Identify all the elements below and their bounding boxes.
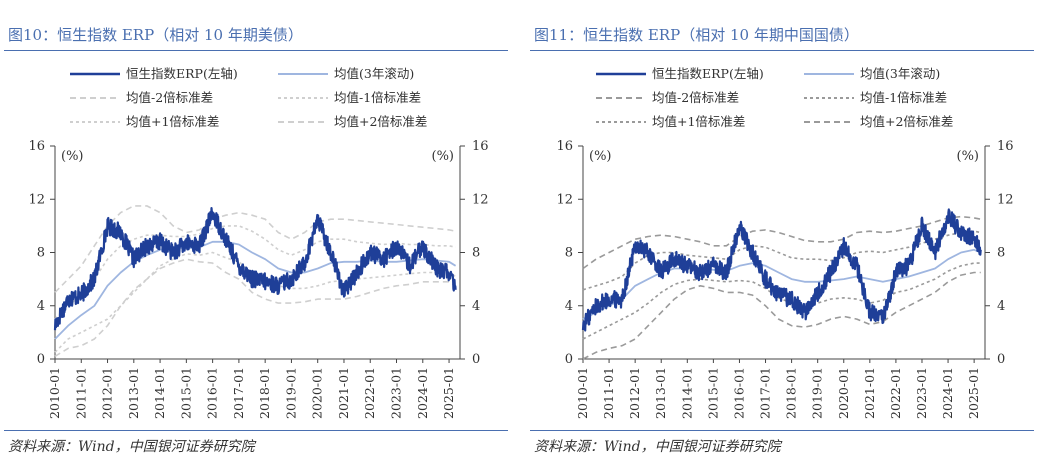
x-tick-label: 2014-01: [679, 367, 694, 419]
series-line-m1: [54, 251, 457, 353]
x-tick-label: 2023-01: [914, 367, 929, 419]
y-tick-label-right: 4: [997, 299, 1005, 314]
legend-label-m1: 均值-1倍标准差: [334, 90, 421, 105]
y-tick-label-right: 16: [997, 139, 1014, 154]
source-rule: [530, 430, 1034, 431]
y-tick-label-left: 12: [28, 192, 45, 207]
legend-label-p1: 均值+1倍标准差: [652, 114, 745, 129]
x-tick-label: 2017-01: [758, 367, 773, 419]
x-tick-label: 2015-01: [178, 367, 193, 419]
x-tick-label: 2013-01: [126, 367, 141, 419]
x-tick-label: 2011-01: [73, 367, 88, 419]
legend-label-m1: 均值-1倍标准差: [860, 90, 947, 105]
x-tick-label: 2012-01: [100, 367, 115, 419]
series-line-mean: [54, 240, 457, 340]
x-tick-label: 2024-01: [415, 367, 430, 419]
legend-label-mean: 均值(3年滚动): [334, 66, 414, 81]
chart-panel-right: 图11：恒生指数 ERP（相对 10 年期中国国债） 16 12 8 4 0 16 12 8 4…: [526, 0, 1038, 471]
x-tick-label: 2020-01: [836, 367, 851, 419]
y-tick-label-right: 0: [472, 352, 480, 367]
y-tick-label-right: 12: [997, 192, 1014, 207]
x-tick-label: 2017-01: [231, 367, 246, 419]
source-rule: [4, 430, 508, 431]
series-line-mean: [582, 248, 982, 320]
y-tick-label-left: 16: [28, 139, 45, 154]
source-note: 资料来源：Wind，中国银河证券研究院: [8, 439, 255, 455]
y-tick-label-left: 8: [565, 246, 573, 261]
chart-title: 图11：恒生指数 ERP（相对 10 年期中国国债）: [534, 26, 859, 44]
chart-title: 图10：恒生指数 ERP（相对 10 年期美债）: [8, 26, 303, 44]
series-line-p1: [54, 225, 456, 320]
series-line-m2: [582, 271, 981, 360]
y-tick-label-right: 0: [997, 352, 1005, 367]
y-tick-label-left: 12: [556, 192, 573, 207]
legend-label-m2: 均值-2倍标准差: [126, 90, 213, 105]
series-line-p2: [582, 215, 981, 270]
series-line-erp: [581, 208, 982, 332]
x-tick-label: 2022-01: [362, 367, 377, 419]
y-tick-label-right: 8: [997, 246, 1005, 261]
erp-chart-us: 16 12 8 4 0 16 12 8 4 0 (%) (%) 2010-01 2011-01 2012-0…: [28, 66, 489, 419]
x-tick-label: 2025-01: [966, 367, 981, 419]
y-unit-right: (%): [432, 149, 455, 164]
y-tick-label-left: 0: [565, 352, 573, 367]
legend-label-p1: 均值+1倍标准差: [126, 114, 219, 129]
x-tick-label: 2016-01: [205, 367, 220, 419]
y-tick-label-right: 12: [472, 192, 489, 207]
legend-label-erp: 恒生指数ERP(左轴): [652, 66, 764, 81]
series-line-erp: [53, 207, 457, 331]
title-rule: [530, 50, 1034, 51]
series-line-p1: [582, 230, 981, 291]
x-tick-label: 2016-01: [731, 367, 746, 419]
x-tick-label: 2022-01: [888, 367, 903, 419]
legend-label-mean: 均值(3年滚动): [860, 66, 940, 81]
x-tick-label: 2011-01: [601, 367, 616, 419]
source-note: 资料来源：Wind，中国银河证券研究院: [534, 439, 781, 455]
y-tick-label-left: 8: [37, 246, 45, 261]
x-tick-label: 2013-01: [653, 367, 668, 419]
x-tick-label: 2014-01: [152, 367, 167, 419]
x-tick-label: 2025-01: [441, 367, 456, 419]
x-tick-label: 2019-01: [810, 367, 825, 419]
x-tick-label: 2015-01: [705, 367, 720, 419]
x-tick-label: 2020-01: [310, 367, 325, 419]
x-tick-label: 2010-01: [575, 367, 590, 419]
chart-panel-left: 图10：恒生指数 ERP（相对 10 年期美债） 16 12 8 4 0 16 12 8 4 0 (…: [0, 0, 512, 471]
series-line-m1: [582, 262, 981, 340]
title-rule: [4, 50, 508, 51]
x-tick-label: 2012-01: [627, 367, 642, 419]
y-tick-label-right: 16: [472, 139, 489, 154]
x-tick-label: 2024-01: [940, 367, 955, 419]
x-tick-label: 2018-01: [784, 367, 799, 419]
x-tick-label: 2021-01: [862, 367, 877, 419]
legend-label-erp: 恒生指数ERP(左轴): [126, 66, 238, 81]
erp-chart-cn: 16 12 8 4 0 16 12 8 4 0 (%) (%) 2010-01 2011-01 2012-0…: [556, 66, 1014, 419]
x-tick-label: 2019-01: [283, 367, 298, 419]
y-tick-label-left: 4: [565, 299, 573, 314]
y-unit-left: (%): [61, 149, 84, 164]
y-tick-label-left: 4: [37, 299, 45, 314]
y-tick-label-right: 8: [472, 246, 480, 261]
x-tick-label: 2010-01: [47, 367, 62, 419]
series-line-m2: [54, 258, 457, 357]
x-tick-label: 2021-01: [336, 367, 351, 419]
x-tick-label: 2018-01: [257, 367, 272, 419]
legend-label-m2: 均值-2倍标准差: [652, 90, 739, 105]
y-unit-left: (%): [589, 149, 612, 164]
x-tick-label: 2023-01: [389, 367, 404, 419]
legend-label-p2: 均值+2倍标准差: [334, 114, 427, 129]
legend-label-p2: 均值+2倍标准差: [860, 114, 953, 129]
y-tick-label-right: 4: [472, 299, 480, 314]
y-unit-right: (%): [957, 149, 980, 164]
y-tick-label-left: 16: [556, 139, 573, 154]
y-tick-label-left: 0: [37, 352, 45, 367]
